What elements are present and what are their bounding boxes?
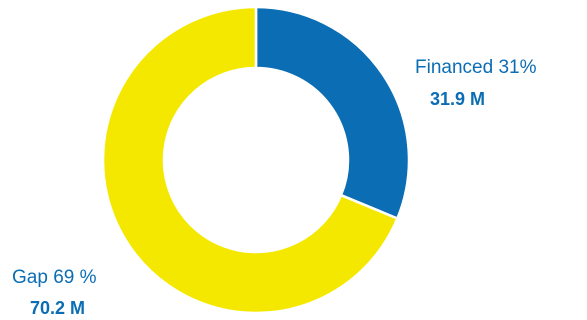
gap-slice-value: 70.2 M [30, 298, 86, 318]
gap-slice-label: Gap 69 % [12, 267, 97, 288]
financed-slice-value: 31.9 M [430, 89, 486, 109]
financed-slice-label: Financed 31% [415, 57, 537, 78]
donut-slices [101, 5, 411, 315]
gap-slice [101, 5, 400, 315]
financed-slice [254, 5, 411, 221]
